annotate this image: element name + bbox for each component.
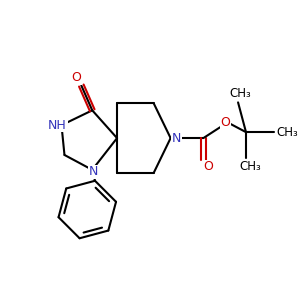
Text: N: N <box>172 132 181 145</box>
Text: CH₃: CH₃ <box>229 87 251 100</box>
Text: CH₃: CH₃ <box>277 126 298 139</box>
Text: O: O <box>71 71 81 84</box>
Text: NH: NH <box>48 119 67 132</box>
Text: O: O <box>220 116 230 129</box>
Text: CH₃: CH₃ <box>239 160 261 173</box>
Text: O: O <box>203 160 213 173</box>
Text: N: N <box>88 165 98 178</box>
